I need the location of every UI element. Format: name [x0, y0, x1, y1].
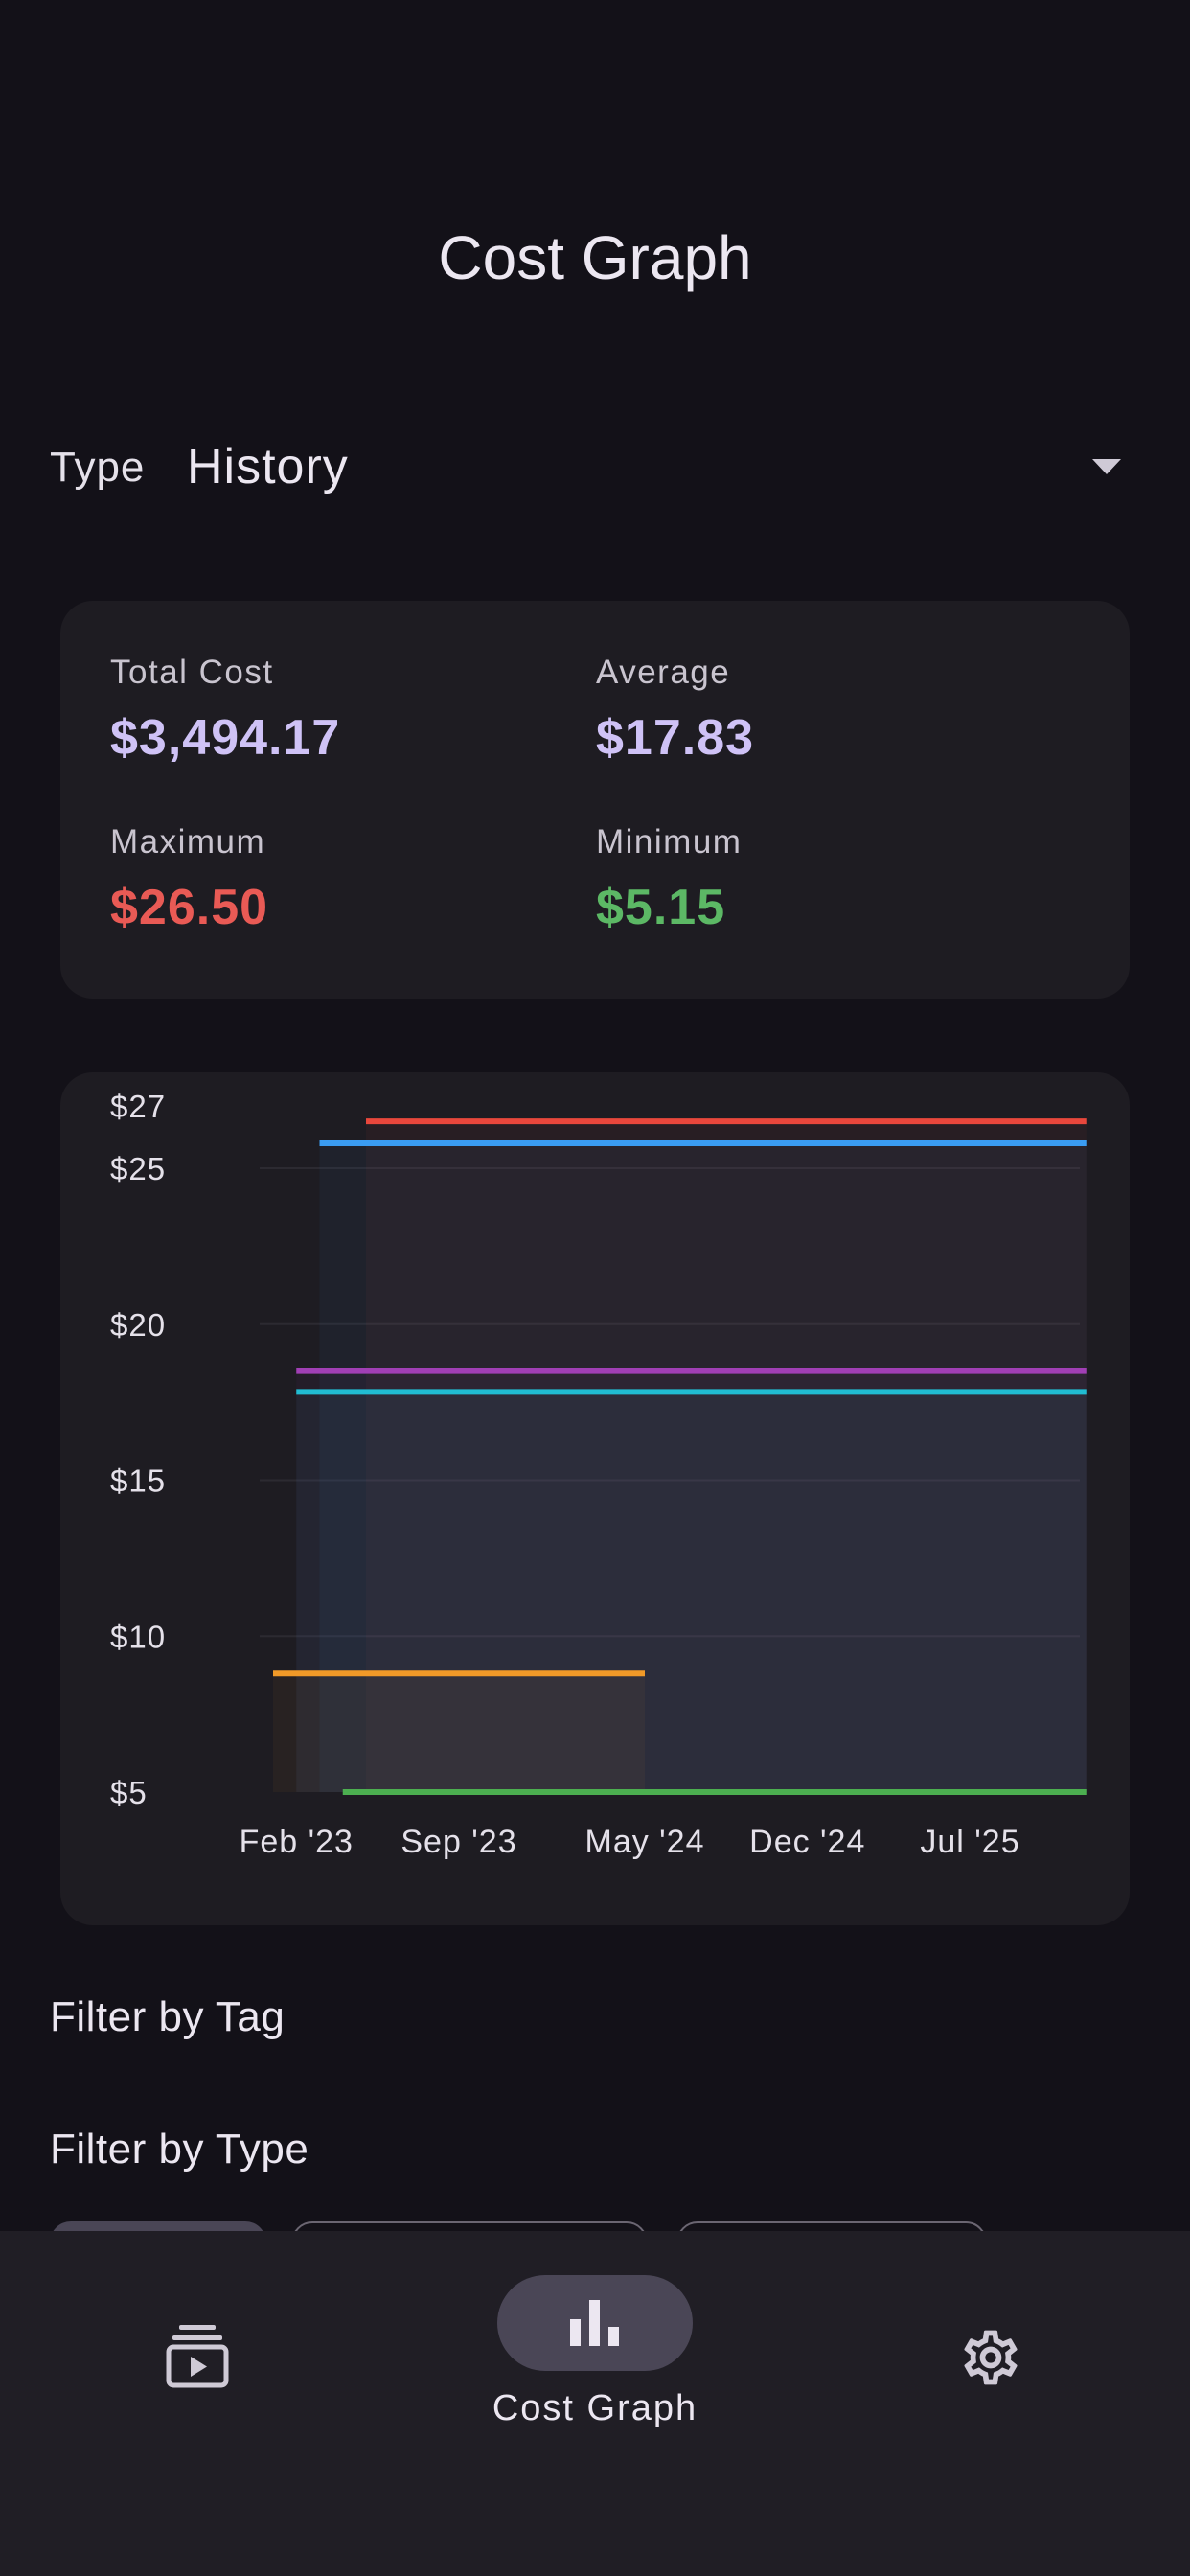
stat-label: Total Cost — [110, 654, 274, 691]
series-area — [319, 1142, 1087, 1792]
filter-by-type-heading: Filter by Type — [50, 2126, 309, 2173]
stat-total-cost: Total Cost $3,494.17 — [110, 654, 340, 767]
nav-item-settings[interactable] — [926, 2231, 1060, 2518]
y-tick-label: $10 — [110, 1619, 166, 1654]
stat-label: Minimum — [596, 823, 743, 861]
stat-label: Maximum — [110, 823, 266, 861]
bottom-navigation: Cost Graph — [0, 2231, 1190, 2576]
stat-value: $3,494.17 — [110, 710, 341, 766]
stat-value: $17.83 — [596, 710, 755, 766]
nav-item-cost-graph[interactable]: Cost Graph — [451, 2231, 739, 2518]
series-area — [366, 1121, 1087, 1792]
type-label: Type — [50, 444, 146, 491]
nav-item-subscriptions[interactable] — [130, 2231, 264, 2518]
type-value[interactable]: History — [187, 439, 349, 494]
stat-maximum: Maximum $26.50 — [110, 823, 268, 936]
bar-chart-icon — [570, 2300, 619, 2346]
stat-value: $26.50 — [110, 880, 269, 935]
cost-chart: $27 $25 $20 $15 $10 $5 Feb '23 Sep '23 May '24 De… — [110, 1089, 1087, 1860]
y-tick-label: $20 — [110, 1307, 166, 1343]
gear-icon — [964, 2330, 1018, 2385]
type-selector[interactable]: Type History — [50, 436, 1140, 503]
cost-chart-card: $27 $25 $20 $15 $10 $5 Feb '23 Sep '23 May '24 De… — [60, 1072, 1130, 1925]
filter-by-tag-heading: Filter by Tag — [50, 1993, 286, 2040]
y-tick-label: $5 — [110, 1775, 148, 1810]
x-tick-label: May '24 — [585, 1824, 705, 1860]
y-tick-label: $25 — [110, 1151, 166, 1186]
subscriptions-icon — [166, 2325, 229, 2388]
nav-label-cost-graph: Cost Graph — [492, 2388, 698, 2428]
series-area — [273, 1673, 645, 1792]
y-tick-label: $15 — [110, 1463, 166, 1499]
x-tick-label: Dec '24 — [749, 1824, 865, 1860]
stat-label: Average — [596, 654, 731, 691]
series-area — [296, 1392, 1087, 1792]
stats-card: Total Cost $3,494.17 Average $17.83 Maxi… — [60, 601, 1130, 999]
x-tick-label: Feb '23 — [240, 1824, 354, 1860]
series-area — [296, 1370, 1087, 1792]
x-tick-label: Sep '23 — [400, 1824, 516, 1860]
x-tick-label: Jul '25 — [920, 1824, 1019, 1860]
page-title: Cost Graph — [438, 223, 752, 292]
dropdown-arrow-icon[interactable] — [1092, 459, 1121, 474]
stat-value: $5.15 — [596, 880, 726, 935]
stat-average: Average $17.83 — [596, 654, 754, 767]
y-tick-label: $27 — [110, 1089, 166, 1124]
stat-minimum: Minimum $5.15 — [596, 823, 742, 936]
